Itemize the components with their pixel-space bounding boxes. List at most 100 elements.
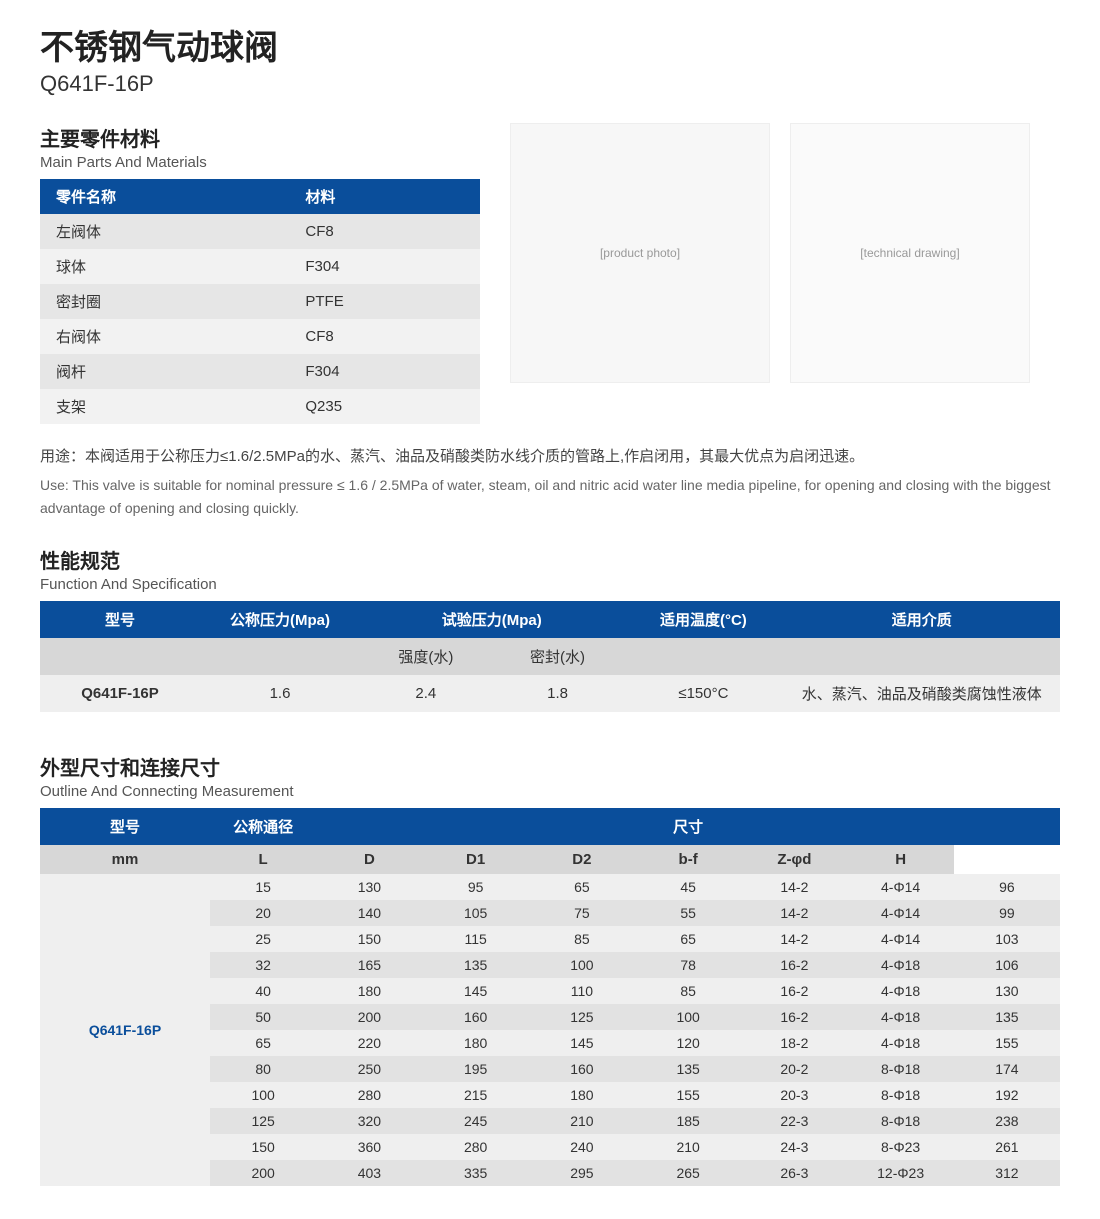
dim-title-en: Outline And Connecting Measurement: [40, 783, 1060, 800]
table-cell: 8-Φ18: [848, 1056, 954, 1082]
table-cell: 220: [316, 1030, 422, 1056]
table-cell: CF8: [289, 319, 480, 354]
spec-header-medium: 适用介质: [783, 601, 1060, 638]
dim-header-nominal-dia: 公称通径: [210, 808, 316, 845]
table-cell: 130: [954, 978, 1060, 1004]
materials-title-cn: 主要零件材料: [40, 123, 480, 152]
table-cell: 右阀体: [40, 319, 289, 354]
materials-header-material: 材料: [289, 179, 480, 214]
table-cell: 130: [316, 874, 422, 900]
table-cell: 265: [635, 1160, 741, 1186]
table-cell: 125: [210, 1108, 316, 1134]
table-cell: 4-Φ14: [848, 874, 954, 900]
table-cell: 4-Φ18: [848, 978, 954, 1004]
table-cell: 25: [210, 926, 316, 952]
table-cell: 280: [316, 1082, 422, 1108]
dim-sub-header-cell: D2: [529, 845, 635, 874]
table-cell: F304: [289, 354, 480, 389]
table-cell: 12-Φ23: [848, 1160, 954, 1186]
spec-sub-strength: 强度(水): [360, 638, 492, 675]
table-cell: 100: [210, 1082, 316, 1108]
table-cell: 16-2: [741, 952, 847, 978]
table-cell: 16-2: [741, 1004, 847, 1030]
dim-sub-header-cell: D1: [423, 845, 529, 874]
dim-header-dimension: 尺寸: [316, 808, 1060, 845]
product-diagram: [technical drawing]: [790, 123, 1030, 383]
table-cell: 4-Φ18: [848, 1030, 954, 1056]
table-cell: F304: [289, 249, 480, 284]
table-cell: 106: [954, 952, 1060, 978]
dim-sub-header-cell: mm: [40, 845, 210, 874]
table-cell: 45: [635, 874, 741, 900]
table-cell: [623, 638, 783, 675]
table-cell: 85: [529, 926, 635, 952]
spec-row-nominal: 1.6: [200, 675, 360, 712]
spec-row-strength: 2.4: [360, 675, 492, 712]
table-cell: 174: [954, 1056, 1060, 1082]
table-cell: 150: [316, 926, 422, 952]
dim-sub-header-cell: L: [210, 845, 316, 874]
table-cell: 16-2: [741, 978, 847, 1004]
table-cell: 150: [210, 1134, 316, 1160]
table-cell: 245: [423, 1108, 529, 1134]
table-cell: 20-3: [741, 1082, 847, 1108]
dim-header-model: 型号: [40, 808, 210, 845]
dim-sub-header-cell: H: [848, 845, 954, 874]
table-cell: Q235: [289, 389, 480, 424]
table-cell: 280: [423, 1134, 529, 1160]
table-cell: 140: [316, 900, 422, 926]
spec-header-nominal: 公称压力(Mpa): [200, 601, 360, 638]
table-cell: 14-2: [741, 900, 847, 926]
table-cell: 支架: [40, 389, 289, 424]
table-cell: 4-Φ14: [848, 926, 954, 952]
table-cell: 135: [635, 1056, 741, 1082]
materials-title-en: Main Parts And Materials: [40, 154, 480, 171]
table-cell: 65: [529, 874, 635, 900]
table-cell: 200: [210, 1160, 316, 1186]
table-cell: 403: [316, 1160, 422, 1186]
table-cell: CF8: [289, 214, 480, 249]
table-cell: 238: [954, 1108, 1060, 1134]
table-cell: 295: [529, 1160, 635, 1186]
dim-title-cn: 外型尺寸和连接尺寸: [40, 752, 1060, 781]
table-cell: 250: [316, 1056, 422, 1082]
table-cell: 180: [316, 978, 422, 1004]
spec-row-temp: ≤150°C: [623, 675, 783, 712]
dim-sub-header-cell: b-f: [635, 845, 741, 874]
table-cell: 55: [635, 900, 741, 926]
dimensions-table: 型号 公称通径 尺寸 mmLDD1D2b-fZ-φdH Q641F-16P151…: [40, 808, 1060, 1186]
table-cell: 155: [954, 1030, 1060, 1056]
table-cell: 135: [423, 952, 529, 978]
table-cell: 75: [529, 900, 635, 926]
materials-header-part: 零件名称: [40, 179, 289, 214]
spec-title-cn: 性能规范: [40, 545, 1060, 574]
table-cell: 165: [316, 952, 422, 978]
table-cell: 密封圈: [40, 284, 289, 319]
table-cell: 26-3: [741, 1160, 847, 1186]
table-cell: 215: [423, 1082, 529, 1108]
table-cell: 24-3: [741, 1134, 847, 1160]
product-photo: [product photo]: [510, 123, 770, 383]
usage-text-cn: 用途：本阀适用于公称压力≤1.6/2.5MPa的水、蒸汽、油品及硝酸类防水线介质…: [40, 444, 1060, 470]
spec-row-model: Q641F-16P: [40, 675, 200, 712]
table-cell: 18-2: [741, 1030, 847, 1056]
table-cell: 360: [316, 1134, 422, 1160]
table-cell: 8-Φ18: [848, 1108, 954, 1134]
dim-model-cell: Q641F-16P: [40, 874, 210, 1186]
spec-table: 型号 公称压力(Mpa) 试验压力(Mpa) 适用温度(°C) 适用介质 强度(…: [40, 601, 1060, 712]
table-cell: 99: [954, 900, 1060, 926]
table-cell: 4-Φ18: [848, 952, 954, 978]
spec-title-en: Function And Specification: [40, 576, 1060, 593]
table-cell: 261: [954, 1134, 1060, 1160]
table-cell: 180: [423, 1030, 529, 1056]
table-cell: 80: [210, 1056, 316, 1082]
table-cell: 14-2: [741, 874, 847, 900]
table-cell: 145: [529, 1030, 635, 1056]
spec-row-seal: 1.8: [492, 675, 624, 712]
table-cell: 40: [210, 978, 316, 1004]
table-cell: [200, 638, 360, 675]
table-cell: 4-Φ18: [848, 1004, 954, 1030]
table-cell: 160: [423, 1004, 529, 1030]
page-title-cn: 不锈钢气动球阀: [40, 20, 1060, 69]
table-cell: 50: [210, 1004, 316, 1030]
